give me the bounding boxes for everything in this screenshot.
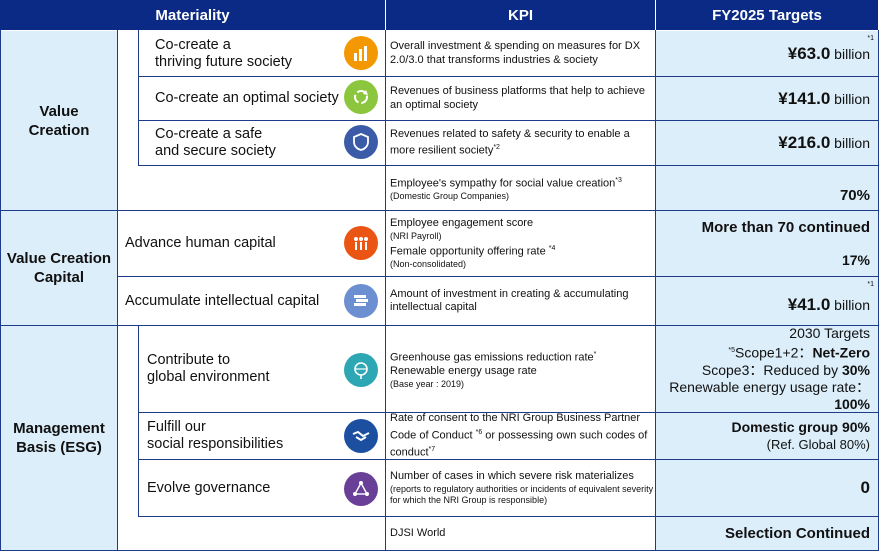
kpi-safety-security: Revenues related to safety & security to…	[390, 127, 630, 157]
target-ghg-renewable: 2030 Targets *5Scope1+2：Net-Zero Scope3：…	[656, 325, 878, 412]
target-employee-sympathy: 70%	[656, 166, 878, 210]
kpi-business-platforms: Revenues of business platforms that help…	[390, 85, 645, 111]
group-value-creation: Value Creation	[1, 31, 117, 210]
target-engagement-female: More than 70 continued 17%	[656, 211, 878, 276]
header-materiality: Materiality	[0, 0, 385, 30]
books-stack-icon	[344, 284, 378, 318]
kpi-dx-investment: Overall investment & spending on measure…	[390, 40, 641, 66]
people-group-icon	[344, 226, 378, 260]
materiality-social-responsibilities: Fulfill our social responsibilities	[147, 419, 284, 452]
materiality-intellectual-capital: Accumulate intellectual capital	[125, 292, 320, 309]
materiality-human-capital: Advance human capital	[125, 235, 276, 251]
target-code-of-conduct: Domestic group 90% (Ref. Global 80%)	[656, 413, 878, 459]
materiality-safe-secure: Co-create a safe and secure society	[155, 126, 276, 159]
network-nodes-icon	[344, 472, 378, 506]
kpi-code-of-conduct: Rate of consent to the NRI Group Busines…	[390, 412, 648, 459]
kpi-djsi: DJSI World	[390, 526, 446, 539]
kpi-intellectual-investment: Amount of investment in creating & accum…	[390, 287, 629, 314]
kpi-severe-risk: Number of cases in which severe risk mat…	[390, 470, 654, 505]
chart-building-icon	[344, 36, 378, 70]
target-intellectual-investment: ¥41.0 billion *1	[656, 277, 878, 325]
header-kpi: KPI	[386, 0, 655, 30]
target-djsi: Selection Continued	[656, 517, 878, 550]
target-safety-security: ¥216.0 billion	[656, 121, 878, 165]
kpi-ghg-renewable: Greenhouse gas emissions reduction rate*…	[390, 351, 597, 389]
materiality-governance: Evolve governance	[147, 479, 271, 496]
target-severe-risk: 0	[656, 460, 878, 516]
target-dx-investment: ¥63.0 billion *1	[656, 31, 878, 76]
kpi-employee-sympathy: Employee's sympathy for social value cre…	[390, 176, 622, 202]
materiality-thriving-future: Co-create a thriving future society	[155, 36, 293, 70]
group-value-creation-capital: Value Creation Capital	[1, 211, 117, 325]
cycle-arrows-icon	[344, 80, 378, 114]
header-targets: FY2025 Targets	[656, 0, 878, 30]
target-business-platforms: ¥141.0 billion	[656, 77, 878, 120]
group-management-basis: Management Basis (ESG)	[1, 326, 117, 550]
shield-icon	[344, 125, 378, 159]
globe-plant-icon	[344, 353, 378, 387]
handshake-icon	[344, 419, 378, 453]
kpi-engagement-female: Employee engagement score (NRI Payroll) …	[390, 217, 556, 269]
materiality-global-environment: Contribute to global environment	[147, 352, 270, 385]
materiality-optimal-society: Co-create an optimal society	[155, 90, 339, 106]
